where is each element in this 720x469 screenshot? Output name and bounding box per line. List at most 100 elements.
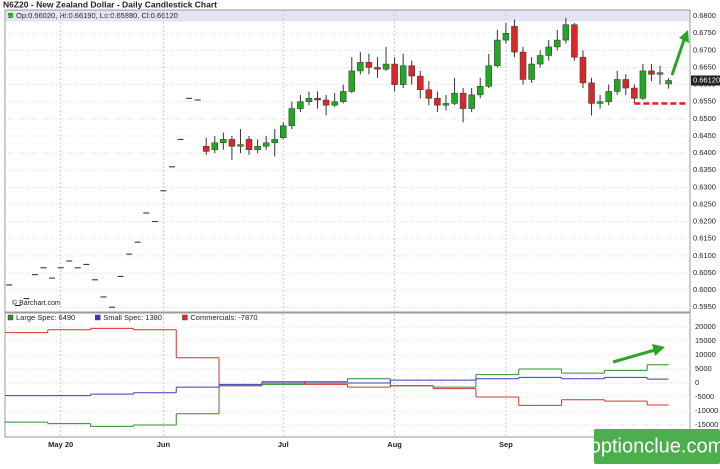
candle-body (322, 99, 330, 106)
y-tick-label: 0.6100 (693, 251, 716, 260)
candle-body (417, 75, 424, 90)
candle-body (365, 62, 373, 68)
y-tick-label: 0.6500 (693, 114, 716, 123)
candle-body (374, 67, 381, 70)
candle-body (202, 145, 210, 152)
y-tick-label: 0.6150 (693, 234, 716, 243)
candle-body (631, 87, 638, 99)
candle-body (596, 101, 604, 104)
candle-body (519, 51, 527, 80)
legend-swatch (94, 314, 101, 321)
candle-body (237, 144, 244, 147)
legend-label: Commercials: -7870 (190, 313, 257, 322)
candle-body (245, 139, 253, 150)
y-tick-label: 0.6400 (693, 148, 716, 157)
candle-body (536, 55, 544, 65)
legend-swatch (182, 314, 188, 321)
candle-body (288, 108, 296, 126)
y-tick-label: 0.6300 (693, 182, 716, 191)
candle-body (468, 94, 475, 109)
candle-body (485, 65, 493, 87)
candle-body (408, 65, 415, 77)
candle-body (434, 98, 441, 106)
candle-body (554, 39, 561, 48)
y-tick-label: -15000 (695, 420, 718, 429)
y-tick-label: 0.6550 (693, 97, 716, 106)
arrow-head (679, 30, 689, 43)
candle-body (297, 101, 304, 109)
y-tick-label: 20000 (695, 322, 716, 331)
candle-body (391, 63, 398, 85)
candle-body (357, 62, 364, 72)
candle-body (656, 72, 664, 75)
candle-body (305, 98, 313, 102)
y-tick-label: 0.6450 (693, 131, 716, 140)
y-tick-label: 10000 (695, 350, 716, 359)
ohlc-legend: Op:0.66020, Hi:0.66190, Lo:0.65880, Cl:0… (16, 11, 178, 20)
candle-body (211, 142, 219, 150)
candle-body (511, 26, 518, 53)
legend-swatch (8, 13, 13, 18)
candle-body (545, 46, 552, 56)
candle-body (639, 70, 647, 99)
y-tick-label: 0.6050 (693, 268, 716, 277)
last-price-label: 0.66120 (693, 75, 720, 84)
y-tick-label: 0.5950 (693, 302, 716, 311)
watermark: optionclue.com (590, 435, 720, 457)
y-tick-label: 0.6800 (693, 11, 716, 20)
candle-body (442, 103, 450, 106)
candle-body (451, 92, 458, 104)
candle-body (605, 91, 612, 102)
candle-body (579, 56, 587, 84)
candle-body (271, 139, 278, 144)
x-tick-label: Jun (157, 440, 171, 449)
watermark-box (594, 429, 720, 464)
y-tick-label: 0.6200 (693, 217, 716, 226)
y-tick-label: 15000 (695, 336, 716, 345)
candle-body (382, 63, 390, 70)
candle-body (314, 98, 321, 101)
candle-body (220, 139, 227, 144)
legend-label: Large Spec: 6490 (16, 313, 75, 322)
candle-body (613, 79, 621, 92)
y-tick-label: 0.6700 (693, 45, 716, 54)
arrow-head (652, 344, 665, 356)
candle-body (476, 86, 484, 96)
legend-label: Small Spec: 1380 (103, 313, 162, 322)
last-price-box (691, 75, 720, 86)
x-tick-label: Sep (499, 440, 513, 449)
y-tick-label: 5000 (695, 364, 712, 373)
candle-body (280, 125, 287, 138)
arrow (670, 39, 686, 76)
candle-body (528, 63, 535, 80)
candle-body (459, 92, 467, 109)
x-tick-label: Jul (278, 440, 289, 449)
credit: © Barchart.com (12, 299, 61, 307)
candle-body (348, 70, 356, 92)
candle-body (562, 24, 570, 41)
plot-layer: 0.5950 0.6000 0.6050 0.6100 0.6150 0.6200 0.62… (5, 10, 720, 449)
candle-body (228, 139, 236, 147)
candle-body (588, 82, 595, 104)
y-tick-label: -10000 (695, 406, 718, 415)
y-tick-label: 0.6650 (693, 62, 716, 71)
candle-body (254, 145, 261, 150)
candle-body (425, 89, 433, 99)
candle-body (502, 32, 510, 41)
candle-body (665, 80, 672, 85)
y-tick-label: 0.6350 (693, 165, 716, 174)
chart-title: N6Z20 - New Zealand Dollar - Daily Candl… (3, 0, 217, 9)
cot-panel (4, 312, 691, 438)
candle-body (648, 70, 655, 75)
y-tick-label: 0.6250 (693, 199, 716, 208)
legend-swatch (7, 314, 14, 321)
y-tick-label: -5000 (695, 392, 714, 401)
x-tick-label: May 20 (48, 440, 73, 449)
candle-body (399, 65, 407, 85)
candle-body (571, 24, 578, 58)
candle-body (339, 91, 347, 102)
candle-body (331, 101, 338, 106)
candle-body (494, 39, 501, 67)
